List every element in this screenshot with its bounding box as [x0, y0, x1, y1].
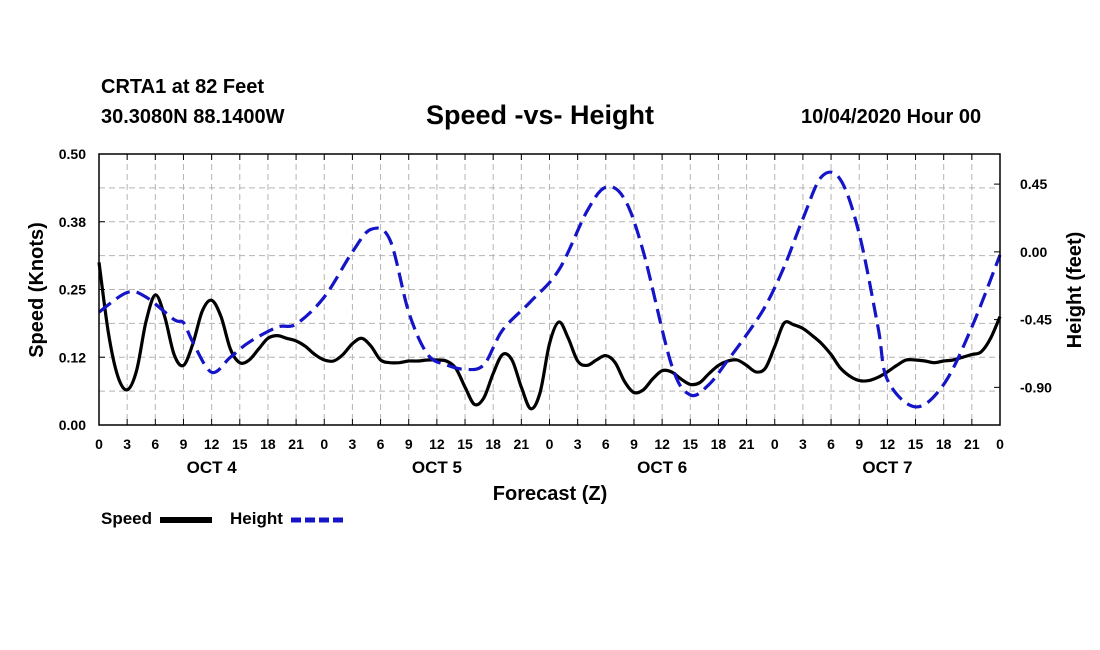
x-tick-label: 18 [711, 436, 727, 452]
x-tick-label: 21 [288, 436, 304, 452]
x-tick-label: 6 [377, 436, 385, 452]
x-tick-label: 3 [123, 436, 131, 452]
day-label: OCT 4 [187, 458, 238, 477]
x-tick-label: 6 [602, 436, 610, 452]
x-tick-label: 18 [485, 436, 501, 452]
x-tick-label: 6 [827, 436, 835, 452]
y2-tick-label: -0.90 [1020, 379, 1052, 395]
x-tick-label: 15 [457, 436, 473, 452]
x-tick-label: 21 [964, 436, 980, 452]
series-line-speed [97, 262, 1002, 411]
day-label: OCT 5 [412, 458, 462, 477]
y2-tick-label: 0.45 [1020, 176, 1047, 192]
y-tick-label: 0.12 [59, 349, 86, 365]
station-label: CRTA1 at 82 Feet [101, 76, 265, 98]
y2-tick-label: 0.00 [1020, 244, 1047, 260]
grid [99, 154, 1000, 425]
run-time-label: 10/04/2020 Hour 00 [801, 106, 982, 128]
x-tick-label: 12 [880, 436, 896, 452]
y-tick-label: 0.00 [59, 417, 86, 433]
axes: 0 3 6 9 12 15 18 21 0 3 6 9 12 15 18 21 0 3 6 9 12 15 18 21 0 3 6 9… [59, 146, 1052, 477]
x-tick-label: 3 [574, 436, 582, 452]
day-label: OCT 6 [637, 458, 687, 477]
x-tick-label: 0 [320, 436, 328, 452]
series-line-height [98, 170, 1002, 409]
legend-speed-label: Speed [101, 509, 153, 528]
x-tick-label: 6 [151, 436, 159, 452]
y2-axis-title: Height (feet) [1064, 232, 1086, 349]
x-tick-label: 12 [204, 436, 220, 452]
x-tick-label: 9 [180, 436, 188, 452]
series-group [97, 170, 1002, 411]
x-tick-label: 12 [654, 436, 670, 452]
y-tick-label: 0.50 [59, 146, 86, 162]
x-tick-label: 21 [739, 436, 755, 452]
y2-tick-label: -0.45 [1020, 312, 1052, 328]
x-tick-label: 0 [996, 436, 1004, 452]
x-tick-label: 0 [95, 436, 103, 452]
x-tick-label: 15 [232, 436, 248, 452]
y-axis-title: Speed (Knots) [26, 222, 48, 358]
legend-height-label: Height [230, 509, 283, 528]
chart-title: Speed -vs- Height [426, 100, 655, 130]
x-tick-label: 18 [260, 436, 276, 452]
x-tick-label: 18 [936, 436, 952, 452]
x-tick-label: 9 [855, 436, 863, 452]
x-tick-label: 0 [546, 436, 554, 452]
x-tick-label: 15 [908, 436, 924, 452]
x-tick-label: 21 [514, 436, 530, 452]
y-tick-label: 0.38 [59, 214, 86, 230]
y-tick-label: 0.25 [59, 282, 86, 298]
x-tick-label: 3 [799, 436, 807, 452]
x-tick-label: 15 [682, 436, 698, 452]
x-tick-label: 12 [429, 436, 445, 452]
coordinates-label: 30.3080N 88.1400W [101, 106, 285, 128]
x-tick-label: 3 [349, 436, 357, 452]
x-tick-label: 9 [405, 436, 413, 452]
x-axis-title: Forecast (Z) [493, 483, 607, 505]
x-tick-label: 0 [771, 436, 779, 452]
day-label: OCT 7 [862, 458, 912, 477]
x-tick-label: 9 [630, 436, 638, 452]
